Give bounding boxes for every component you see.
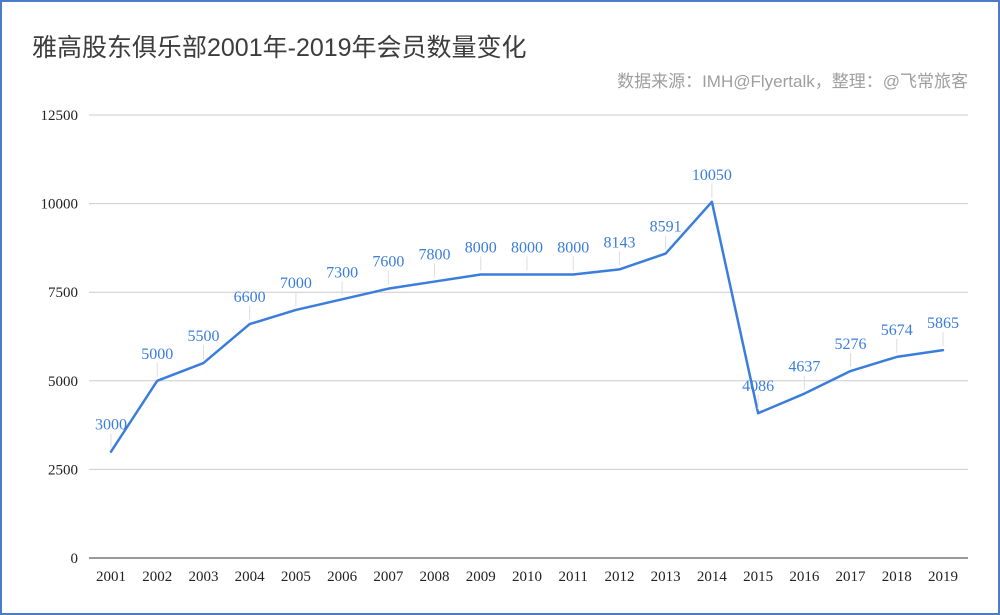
y-tick-label: 2500: [48, 462, 78, 478]
data-label: 5865: [927, 315, 959, 332]
data-label: 7800: [419, 247, 451, 264]
data-label: 8000: [511, 239, 543, 256]
chart-subtitle: 数据来源：IMH@Flyertalk，整理：@飞常旅客: [617, 72, 968, 91]
x-tick-label: 2002: [142, 569, 172, 585]
x-tick-label: 2016: [789, 569, 820, 585]
x-tick-label: 2008: [420, 569, 450, 585]
data-label: 7000: [280, 275, 312, 292]
y-tick-label: 10000: [41, 197, 79, 213]
data-label: 4637: [788, 359, 820, 376]
data-label: 8000: [465, 239, 497, 256]
data-label: 5000: [141, 346, 173, 363]
data-label: 6600: [234, 289, 266, 306]
chart-title: 雅高股东俱乐部2001年-2019年会员数量变化: [32, 34, 527, 62]
data-label: 8591: [650, 219, 682, 236]
x-tick-label: 2001: [96, 569, 126, 585]
x-tick-label: 2010: [512, 569, 542, 585]
series-line: [109, 200, 945, 453]
data-label: 5674: [881, 322, 913, 339]
x-tick-label: 2009: [466, 569, 496, 585]
data-label: 8000: [557, 239, 589, 256]
x-tick-label: 2006: [327, 569, 358, 585]
x-tick-label: 2007: [373, 569, 404, 585]
x-tick-label: 2017: [836, 569, 867, 585]
x-tick-label: 2013: [651, 569, 681, 585]
x-tick-label: 2018: [882, 569, 912, 585]
x-tick-label: 2005: [281, 569, 311, 585]
x-tick-label: 2014: [697, 569, 728, 585]
data-label: 3000: [95, 417, 127, 434]
y-tick-label: 7500: [48, 285, 78, 301]
y-tick-label: 12500: [41, 108, 79, 124]
y-tick-label: 5000: [48, 374, 78, 390]
data-label: 4086: [742, 378, 774, 395]
x-tick-label: 2011: [558, 569, 587, 585]
x-tick-label: 2003: [188, 569, 218, 585]
data-label: 5276: [835, 336, 867, 353]
data-label: 7600: [372, 254, 404, 271]
x-tick-label: 2019: [928, 569, 958, 585]
y-tick-label: 0: [71, 551, 79, 567]
x-tick-label: 2015: [743, 569, 773, 585]
data-label: 5500: [187, 328, 219, 345]
data-label: 10050: [692, 167, 732, 184]
data-label: 8143: [603, 234, 635, 251]
data-label: 7300: [326, 264, 358, 281]
x-tick-label: 2012: [604, 569, 634, 585]
x-tick-label: 2004: [235, 569, 266, 585]
